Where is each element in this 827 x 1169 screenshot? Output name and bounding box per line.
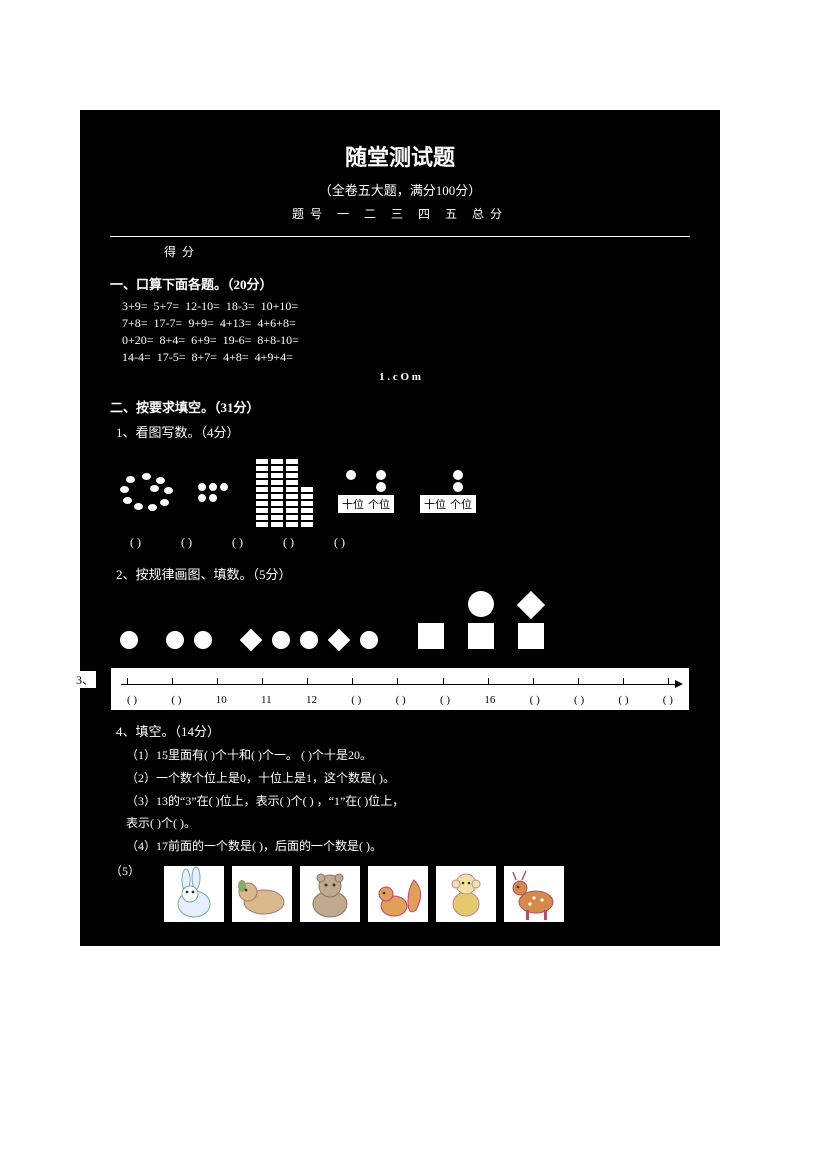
calc-item: 18-3= (226, 299, 255, 314)
squirrel-icon (368, 866, 428, 922)
calc-item: 0+20= (122, 333, 154, 348)
numline-labels: ( ) ( ) 10 11 12 ( ) ( ) ( ) 16 ( ) ( ) … (127, 694, 673, 706)
monkey-icon (436, 866, 496, 922)
circle-icon (468, 591, 494, 617)
q4-line: 表示( )个( )。 (126, 812, 690, 835)
calc-item: 9+9= (188, 316, 214, 331)
animals-row (164, 862, 564, 926)
numline-label: ( ) (440, 694, 450, 706)
q4-line: （1）15里面有( )个十和( )个一。 ( )个十是20。 (126, 744, 690, 767)
numline-label: ( ) (618, 694, 628, 706)
deer-icon (504, 866, 564, 922)
calc-item: 8+4= (160, 333, 186, 348)
calc-item: 4+9+4= (255, 350, 293, 365)
numline-label: ( ) (530, 694, 540, 706)
calc-item: 8+7= (192, 350, 218, 365)
blank: ( ) (334, 535, 345, 550)
score-row: 得分 (110, 243, 690, 260)
q1-blanks: ( ) ( ) ( ) ( ) ( ) (130, 535, 690, 550)
square-icon (418, 623, 444, 649)
bead-ring-icon (120, 473, 174, 511)
numline-label: 16 (484, 694, 495, 706)
tens-label: 十位 (424, 496, 446, 512)
bars-icon (256, 457, 313, 527)
numline-label: ( ) (351, 694, 361, 706)
calc-item: 3+9= (122, 299, 148, 314)
section2-heading: 二、按要求填空。（31分） (110, 397, 690, 416)
numline-label: 11 (261, 694, 272, 706)
calc-item: 14-4= (122, 350, 151, 365)
calc-item: 7+8= (122, 316, 148, 331)
blank: ( ) (181, 535, 192, 550)
title: 随堂测试题 (110, 140, 690, 172)
numline-label: ( ) (663, 694, 673, 706)
numline-label: ( ) (396, 694, 406, 706)
q1-figures: 十位个位 十位个位 (120, 457, 690, 527)
section1-heading: 一、口算下面各题。（20分） (110, 274, 690, 293)
diamond-icon (240, 629, 263, 652)
arrow-right-icon (675, 680, 683, 688)
calc-item: 4+6+8= (257, 316, 295, 331)
q4-label: 4、填空。（14分） (116, 721, 690, 740)
bead-cluster-icon (198, 483, 232, 502)
numline-label: ( ) (171, 694, 181, 706)
bear-icon (300, 866, 360, 922)
diamond-icon (517, 591, 545, 619)
ones-label: 个位 (450, 496, 472, 512)
calc-item: 8+8-10= (257, 333, 299, 348)
numline-label: ( ) (574, 694, 584, 706)
diamond-icon (328, 629, 351, 652)
calc-item: 4+8= (223, 350, 249, 365)
dog-icon (232, 866, 292, 922)
calc-item: 6+9= (191, 333, 217, 348)
circle-icon (120, 631, 138, 649)
score-header: 题号 一 二 三 四 五 总分 (110, 205, 690, 222)
calc-item: 17-7= (154, 316, 183, 331)
q1-label: 1、看图写数。（4分） (116, 422, 690, 441)
subtitle: （全卷五大题，满分100分） (110, 180, 690, 199)
watermark: 1 . c O m (110, 371, 690, 383)
q4-line: （3）13的“3”在( )位上，表示( )个( ) ，“1”在( )位上， (126, 790, 690, 813)
score-table: 题号 一 二 三 四 五 总分 得分 (110, 205, 690, 260)
q2-label: 2、按规律画图、填数。（5分） (116, 564, 690, 583)
blank: ( ) (283, 535, 294, 550)
circle-icon (360, 631, 378, 649)
circle-icon (272, 631, 290, 649)
numline-label: 10 (216, 694, 227, 706)
q3-label: 3、 (74, 671, 96, 688)
blank: ( ) (232, 535, 243, 550)
divider (110, 236, 690, 237)
number-line: ( ) ( ) 10 11 12 ( ) ( ) ( ) 16 ( ) ( ) … (110, 667, 690, 711)
calc-item: 17-5= (157, 350, 186, 365)
numline-label: 12 (306, 694, 317, 706)
tens-label: 十位 (342, 496, 364, 512)
calc-row-4: 14-4= 17-5= 8+7= 4+8= 4+9+4= (122, 350, 690, 365)
calc-row-3: 0+20= 8+4= 6+9= 19-6= 8+8-10= (122, 333, 690, 348)
circle-icon (194, 631, 212, 649)
circle-icon (300, 631, 318, 649)
square-icon (518, 623, 544, 649)
q4-lines: （1）15里面有( )个十和( )个一。 ( )个十是20。 （2）一个数个位上… (126, 744, 690, 858)
calc-item: 10+10= (261, 299, 299, 314)
calc-item: 4+13= (220, 316, 252, 331)
calc-item: 5+7= (154, 299, 180, 314)
calc-item: 19-6= (223, 333, 252, 348)
ones-label: 个位 (368, 496, 390, 512)
numline-label: ( ) (127, 694, 137, 706)
calc-row-2: 7+8= 17-7= 9+9= 4+13= 4+6+8= (122, 316, 690, 331)
rabbit-icon (164, 866, 224, 922)
calc-item: 12-10= (185, 299, 220, 314)
q2-pattern (120, 591, 690, 649)
blank: ( ) (130, 535, 141, 550)
circle-icon (166, 631, 184, 649)
place-value-2: 十位个位 (419, 470, 477, 514)
q4-line: （4）17前面的一个数是( )，后面的一个数是( )。 (126, 835, 690, 858)
worksheet-page: 随堂测试题 （全卷五大题，满分100分） 题号 一 二 三 四 五 总分 得分 … (80, 110, 720, 946)
place-value-1: 十位个位 (337, 470, 395, 514)
q5-label: （5） (110, 862, 140, 879)
calc-row-1: 3+9= 5+7= 12-10= 18-3= 10+10= (122, 299, 690, 314)
square-icon (468, 623, 494, 649)
q4-line: （2）一个数个位上是0，十位上是1，这个数是( )。 (126, 767, 690, 790)
